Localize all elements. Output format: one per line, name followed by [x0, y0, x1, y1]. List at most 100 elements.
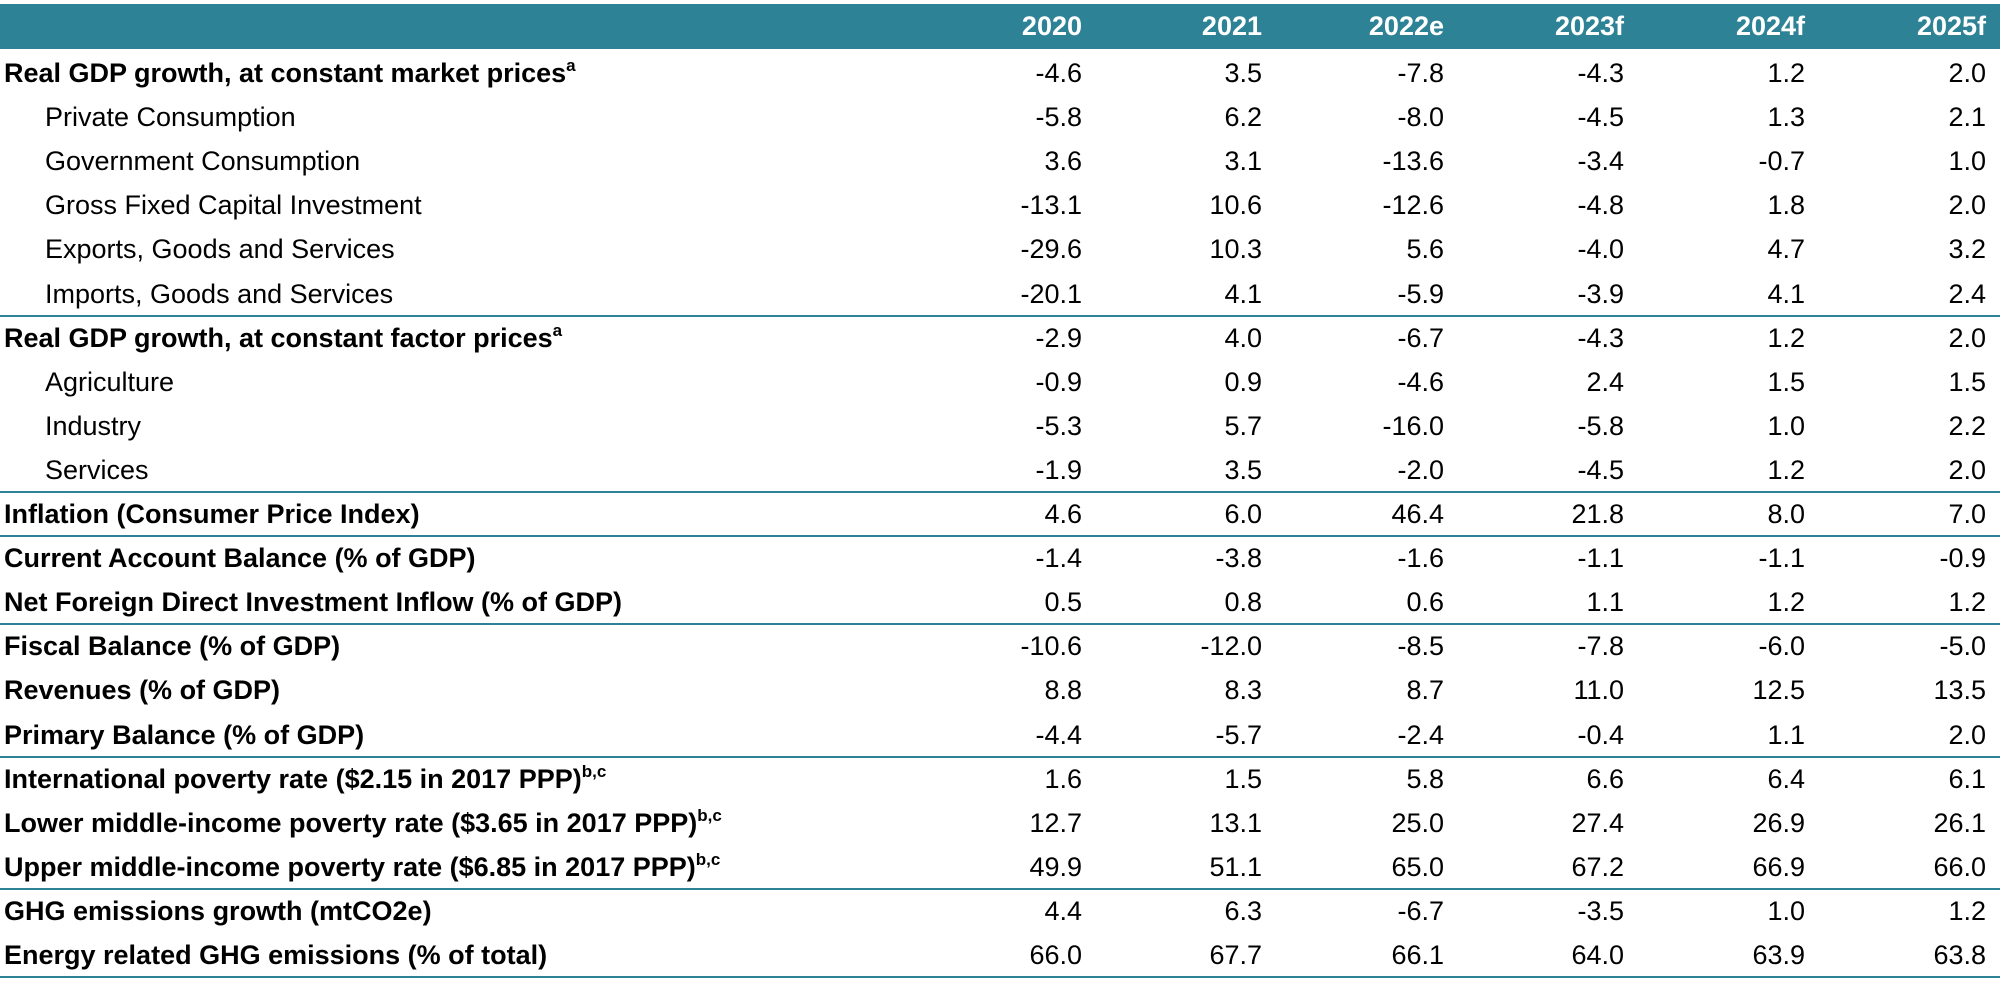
row-label-text: Current Account Balance (% of GDP): [4, 543, 476, 574]
cell-value: -5.9: [1397, 278, 1444, 309]
cell-value: -4.8: [1577, 190, 1624, 221]
row-label: Inflation (Consumer Price Index): [4, 492, 420, 536]
cell-value: -0.7: [1758, 146, 1805, 177]
cell-value: 4.7: [1767, 234, 1805, 265]
cell-value: 0.6: [1406, 587, 1444, 618]
cell-value: 3.6: [1044, 146, 1082, 177]
row-label: Real GDP growth, at constant factor pric…: [4, 316, 562, 360]
cell-value: 1.2: [1767, 322, 1805, 353]
row-label-text: GHG emissions growth (mtCO2e): [4, 895, 432, 926]
cell-value: 2.4: [1948, 278, 1986, 309]
cell-value: 2.2: [1948, 410, 1986, 441]
cell-value: -12.0: [1200, 631, 1262, 662]
row-label-text: Real GDP growth, at constant market pric…: [4, 58, 567, 88]
cell-value: -7.8: [1577, 631, 1624, 662]
row-label-text: Inflation (Consumer Price Index): [4, 499, 420, 529]
cell-value: -1.4: [1035, 543, 1082, 574]
cell-value: -0.9: [1939, 543, 1986, 574]
cell-value: 4.0: [1224, 322, 1262, 353]
cell-value: 11.0: [1573, 675, 1624, 706]
cell-value: -5.8: [1035, 102, 1082, 133]
row-label-text: Agriculture: [45, 366, 175, 397]
row-label-text: Net Foreign Direct Investment Inflow (% …: [4, 587, 623, 618]
column-header: 2022e: [1368, 11, 1444, 41]
cell-value: -5.3: [1035, 410, 1082, 441]
cell-value: 46.4: [1391, 499, 1444, 529]
cell-value: 1.3: [1767, 102, 1805, 133]
cell-value: -2.9: [1035, 322, 1082, 353]
cell-value: -2.0: [1397, 454, 1444, 485]
cell-value: -4.4: [1035, 719, 1082, 750]
cell-value: 21.8: [1571, 499, 1624, 529]
cell-value: -3.4: [1577, 146, 1624, 177]
cell-value: 13.5: [1933, 675, 1986, 706]
row-label: Primary Balance (% of GDP): [4, 713, 364, 757]
cell-value: -29.6: [1020, 234, 1082, 265]
cell-value: 1.2: [1948, 895, 1986, 926]
group-separator: [0, 623, 2000, 626]
cell-value: 1.1: [1767, 719, 1805, 750]
cell-value: 2.0: [1948, 190, 1986, 221]
row-label: Exports, Goods and Services: [45, 227, 395, 271]
row-label-text: Revenues (% of GDP): [4, 675, 281, 706]
cell-value: 65.0: [1391, 851, 1444, 882]
cell-value: -3.5: [1577, 895, 1624, 926]
group-separator: [0, 491, 2000, 493]
column-header: 2025f: [1916, 11, 1986, 41]
header-bar: [0, 4, 2000, 49]
cell-value: 63.9: [1752, 940, 1805, 970]
row-label-text: Fiscal Balance (% of GDP): [4, 631, 341, 662]
cell-value: 10.3: [1209, 234, 1262, 265]
group-separator: [0, 755, 2000, 758]
cell-value: -0.4: [1577, 719, 1624, 750]
cell-value: -4.5: [1577, 102, 1624, 133]
row-label-text: Lower middle-income poverty rate ($3.65 …: [4, 807, 698, 838]
cell-value: -4.0: [1577, 234, 1624, 265]
cell-value: 2.0: [1948, 454, 1986, 485]
cell-value: 66.1: [1391, 940, 1444, 970]
row-label: GHG emissions growth (mtCO2e): [4, 889, 432, 933]
row-label: International poverty rate ($2.15 in 201…: [4, 757, 606, 801]
cell-value: 1.8: [1767, 190, 1805, 221]
cell-value: 1.5: [1224, 763, 1262, 794]
cell-value: 2.1: [1948, 102, 1986, 133]
cell-value: 51.1: [1209, 851, 1262, 882]
cell-value: 1.2: [1767, 58, 1805, 88]
cell-value: 26.9: [1752, 807, 1805, 838]
cell-value: 27.4: [1571, 807, 1624, 838]
cell-value: 1.2: [1767, 587, 1805, 618]
cell-value: 1.5: [1948, 366, 1986, 397]
cell-value: -1.9: [1035, 454, 1082, 485]
row-label-text: Services: [45, 454, 149, 485]
cell-value: 1.0: [1767, 410, 1805, 441]
cell-value: 1.0: [1948, 146, 1986, 177]
cell-value: 0.8: [1224, 587, 1262, 618]
cell-value: -2.4: [1397, 719, 1444, 750]
cell-value: -6.7: [1397, 895, 1444, 926]
row-label-text: Exports, Goods and Services: [45, 234, 395, 265]
cell-value: -16.0: [1382, 410, 1444, 441]
cell-value: 6.3: [1224, 895, 1262, 926]
cell-value: 1.2: [1948, 587, 1986, 618]
cell-value: 8.0: [1767, 499, 1805, 529]
row-label-text: International poverty rate ($2.15 in 201…: [4, 763, 582, 794]
row-label: Private Consumption: [45, 95, 296, 139]
cell-value: -6.7: [1397, 322, 1444, 353]
cell-value: 7.0: [1948, 499, 1986, 529]
cell-value: 6.6: [1586, 763, 1624, 794]
row-label: Energy related GHG emissions (% of total…: [4, 933, 547, 977]
footnote-marker: b,c: [697, 805, 722, 825]
cell-value: 2.0: [1948, 322, 1986, 353]
cell-value: 8.8: [1044, 675, 1082, 706]
cell-value: 8.3: [1224, 675, 1262, 706]
row-label: Net Foreign Direct Investment Inflow (% …: [4, 580, 622, 624]
cell-value: 63.8: [1933, 940, 1986, 970]
row-label-text: Real GDP growth, at constant factor pric…: [4, 322, 553, 353]
cell-value: -5.8: [1577, 410, 1624, 441]
cell-value: 6.1: [1948, 763, 1986, 794]
column-header: 2023f: [1554, 11, 1624, 41]
cell-value: 1.2: [1767, 454, 1805, 485]
cell-value: 66.0: [1029, 940, 1082, 970]
cell-value: -13.1: [1020, 190, 1082, 221]
